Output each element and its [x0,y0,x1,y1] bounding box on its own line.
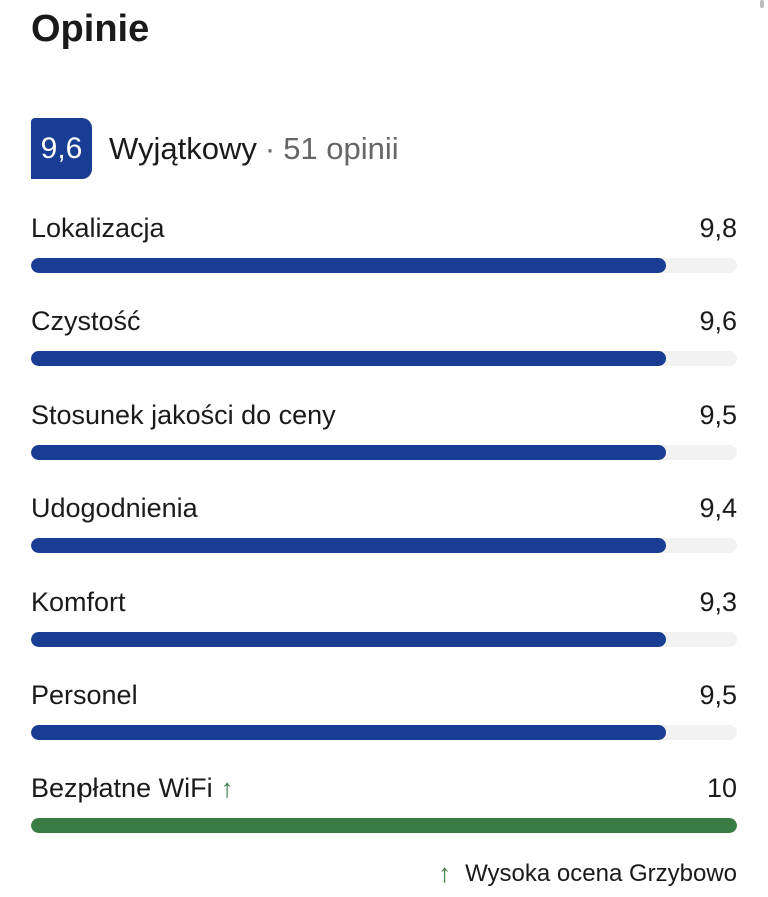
rating-value: 9,5 [699,679,737,710]
rating-bar-fill [31,724,667,740]
rating-row: Stosunek jakości do ceny 9,5 [31,400,737,493]
rating-label: Lokalizacja [31,213,165,244]
rating-bar-track [31,631,737,647]
rating-bar-track [31,724,737,740]
rating-row: Lokalizacja 9,8 [31,213,737,306]
rating-value: 9,3 [699,586,737,617]
review-count[interactable]: 51 opinii [283,130,399,166]
review-summary: 9,6 Wyjątkowy · 51 opinii [31,118,399,179]
category-ratings: Lokalizacja 9,8 Czystość 9,6 Stosunek ja… [31,213,737,867]
rating-bar-fill [31,258,667,273]
rating-row: Czystość 9,6 [31,306,737,399]
rating-bar-fill [31,351,667,367]
scrollbar[interactable] [760,0,764,8]
rating-row: Udogodnienia 9,4 [31,493,737,586]
rating-bar-fill [31,538,667,554]
highlight-text: Wysoka ocena Grzybowo [465,859,737,887]
arrow-up-icon: ↑ [220,773,234,804]
rating-label: Bezpłatne WiFi ↑ [31,773,234,804]
rating-label: Czystość [31,306,141,337]
score-badge: 9,6 [31,118,92,179]
arrow-up-icon: ↑ [438,858,452,888]
rating-value: 9,6 [699,306,737,337]
rating-label-text: Bezpłatne WiFi [31,773,213,804]
rating-label-text: Czystość [31,306,141,337]
rating-value: 9,4 [699,493,737,524]
separator: · [264,130,276,166]
rating-label: Personel [31,680,138,711]
rating-bar-track [31,818,737,834]
rating-bar-fill [31,631,667,647]
rating-bar-fill [31,818,737,834]
rating-label-text: Komfort [31,586,126,617]
rating-label: Komfort [31,587,126,618]
rating-bar-track [31,351,737,367]
rating-value: 9,5 [699,399,737,430]
rating-bar-track [31,444,737,460]
rating-bar-track [31,538,737,554]
rating-label: Stosunek jakości do ceny [31,400,336,431]
rating-label-text: Stosunek jakości do ceny [31,399,336,430]
rating-label: Udogodnienia [31,493,198,524]
rating-bar-fill [31,444,667,460]
rating-row: Komfort 9,3 [31,587,737,680]
rating-word: Wyjątkowy [109,130,257,166]
rating-value: 10 [706,773,737,804]
page-title: Opinie [31,8,150,50]
rating-value: 9,8 [699,213,737,243]
rating-row: Personel 9,5 [31,680,737,773]
rating-label-text: Lokalizacja [31,213,165,243]
rating-bar-track [31,258,737,273]
rating-row: Bezpłatne WiFi ↑ 10 [31,773,737,866]
rating-label-text: Udogodnienia [31,493,198,524]
highlight-note: ↑ Wysoka ocena Grzybowo [438,858,737,889]
rating-label-text: Personel [31,679,138,710]
